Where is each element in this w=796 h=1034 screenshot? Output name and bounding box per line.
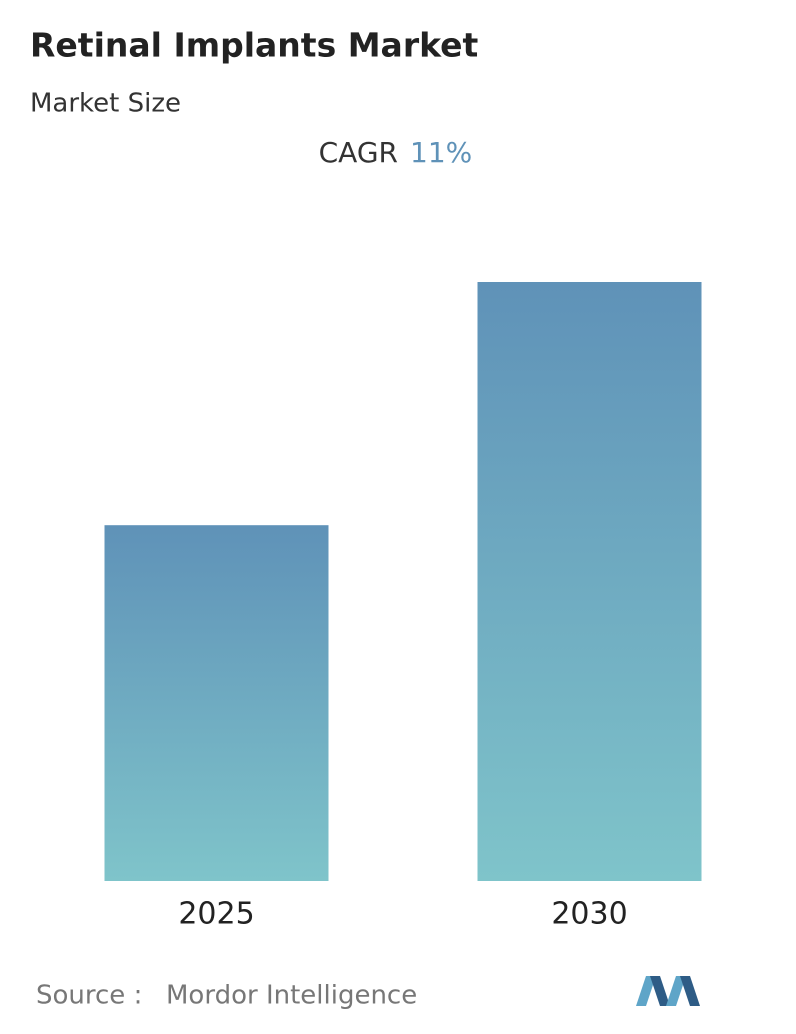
- bar: [104, 525, 329, 881]
- cagr-label: CAGR: [319, 136, 398, 169]
- source: Mordor Intelligence: [166, 981, 417, 1011]
- x-tick-label: 2025: [178, 897, 254, 932]
- chart-subtitle: Market Size: [30, 89, 181, 119]
- cagr-value: 11%: [410, 136, 472, 169]
- chart-title: Retinal Implants Market: [30, 26, 479, 65]
- source-label: Source :: [36, 981, 142, 1011]
- bar: [477, 282, 702, 881]
- x-tick-label: 2030: [551, 897, 627, 932]
- logo: [636, 976, 700, 1006]
